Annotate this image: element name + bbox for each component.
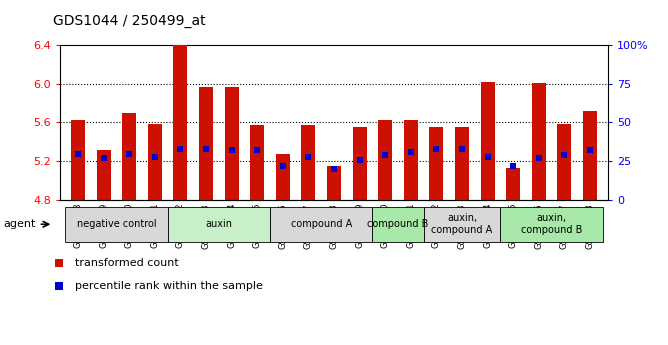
Text: agent: agent — [3, 219, 35, 229]
Bar — [97, 150, 111, 200]
Bar — [276, 154, 290, 200]
Bar — [455, 127, 469, 200]
Bar — [506, 168, 520, 200]
Bar — [270, 207, 372, 242]
Bar — [199, 87, 213, 200]
Bar — [327, 166, 341, 200]
Bar — [224, 87, 238, 200]
Bar — [583, 111, 597, 200]
Text: percentile rank within the sample: percentile rank within the sample — [75, 281, 263, 290]
Bar — [122, 113, 136, 200]
Text: auxin,
compound B: auxin, compound B — [521, 214, 582, 235]
Bar — [424, 207, 500, 242]
Text: auxin,
compound A: auxin, compound A — [432, 214, 492, 235]
Bar — [65, 207, 168, 242]
Bar — [372, 207, 424, 242]
Text: compound A: compound A — [291, 219, 352, 229]
Bar — [557, 125, 571, 200]
Text: auxin: auxin — [205, 219, 232, 229]
Bar — [532, 83, 546, 200]
Bar — [168, 207, 270, 242]
Bar — [378, 120, 392, 200]
Text: negative control: negative control — [77, 219, 156, 229]
Bar — [480, 82, 494, 200]
Bar — [148, 125, 162, 200]
Text: GDS1044 / 250499_at: GDS1044 / 250499_at — [53, 13, 206, 28]
Text: transformed count: transformed count — [75, 258, 179, 268]
Bar — [174, 19, 188, 200]
Bar — [71, 120, 85, 200]
Bar — [403, 120, 418, 200]
Bar — [353, 127, 367, 200]
Bar — [250, 125, 265, 200]
Bar — [430, 127, 444, 200]
Bar — [500, 207, 603, 242]
Bar — [301, 125, 315, 200]
Text: compound B: compound B — [367, 219, 429, 229]
